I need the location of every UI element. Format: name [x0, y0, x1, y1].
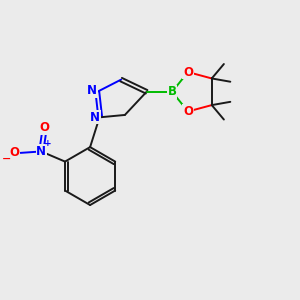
Text: B: B: [168, 85, 177, 98]
Text: O: O: [183, 105, 193, 118]
Text: O: O: [39, 121, 49, 134]
Text: N: N: [90, 111, 100, 124]
Text: N: N: [87, 84, 97, 97]
Text: −: −: [2, 154, 11, 164]
Text: +: +: [44, 139, 52, 148]
Text: O: O: [9, 146, 19, 159]
Text: O: O: [183, 66, 193, 79]
Text: N: N: [36, 145, 46, 158]
